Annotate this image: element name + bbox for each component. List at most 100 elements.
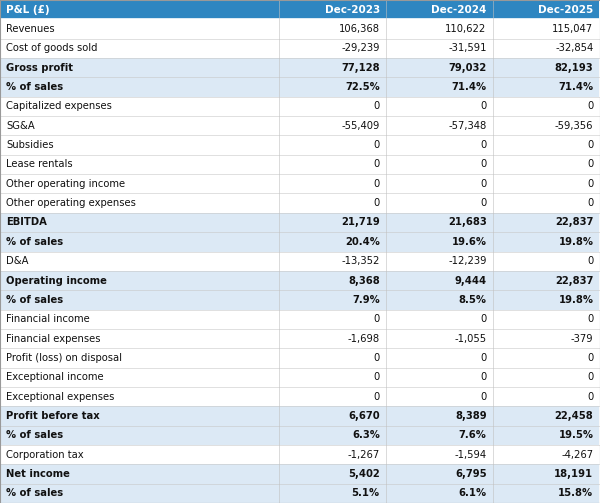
Text: 5,402: 5,402 xyxy=(348,469,380,479)
Text: -31,591: -31,591 xyxy=(448,43,487,53)
Bar xyxy=(493,271,599,290)
Text: Operating income: Operating income xyxy=(6,276,107,286)
Bar xyxy=(279,348,386,368)
Text: 7.9%: 7.9% xyxy=(352,295,380,305)
Text: % of sales: % of sales xyxy=(6,82,63,92)
Bar xyxy=(493,464,599,484)
Bar xyxy=(493,213,599,232)
Bar xyxy=(386,271,493,290)
Text: -57,348: -57,348 xyxy=(448,121,487,131)
Bar xyxy=(0,39,279,58)
Bar xyxy=(386,194,493,213)
Text: Lease rentals: Lease rentals xyxy=(6,159,73,170)
Bar xyxy=(0,116,279,135)
Bar xyxy=(0,348,279,368)
Text: Exceptional income: Exceptional income xyxy=(6,372,104,382)
Text: 8,389: 8,389 xyxy=(455,411,487,421)
Text: 19.5%: 19.5% xyxy=(559,430,593,440)
Text: 0: 0 xyxy=(481,353,487,363)
Text: 0: 0 xyxy=(481,372,487,382)
Text: 0: 0 xyxy=(374,159,380,170)
Text: 72.5%: 72.5% xyxy=(345,82,380,92)
Text: 6,795: 6,795 xyxy=(455,469,487,479)
Bar xyxy=(0,329,279,348)
Text: 0: 0 xyxy=(374,353,380,363)
Text: % of sales: % of sales xyxy=(6,237,63,247)
Bar xyxy=(279,0,386,19)
Text: 0: 0 xyxy=(481,314,487,324)
Text: Cost of goods sold: Cost of goods sold xyxy=(6,43,97,53)
Text: -29,239: -29,239 xyxy=(341,43,380,53)
Text: 0: 0 xyxy=(587,140,593,150)
Bar xyxy=(493,387,599,406)
Bar xyxy=(0,387,279,406)
Text: 0: 0 xyxy=(481,102,487,111)
Bar xyxy=(0,252,279,271)
Bar xyxy=(279,58,386,77)
Bar xyxy=(493,445,599,464)
Text: Financial income: Financial income xyxy=(6,314,90,324)
Bar xyxy=(0,174,279,194)
Bar xyxy=(493,155,599,174)
Bar xyxy=(0,271,279,290)
Bar xyxy=(0,0,279,19)
Bar xyxy=(493,484,599,503)
Text: EBITDA: EBITDA xyxy=(6,217,47,227)
Text: 79,032: 79,032 xyxy=(448,63,487,73)
Bar xyxy=(493,309,599,329)
Bar xyxy=(493,368,599,387)
Text: -1,594: -1,594 xyxy=(454,450,487,460)
Bar xyxy=(386,484,493,503)
Bar xyxy=(279,39,386,58)
Text: Profit before tax: Profit before tax xyxy=(6,411,100,421)
Bar xyxy=(279,445,386,464)
Text: 0: 0 xyxy=(587,159,593,170)
Bar xyxy=(279,464,386,484)
Text: 0: 0 xyxy=(481,392,487,401)
Bar xyxy=(386,348,493,368)
Text: 0: 0 xyxy=(481,159,487,170)
Text: 0: 0 xyxy=(587,372,593,382)
Text: % of sales: % of sales xyxy=(6,295,63,305)
Text: 106,368: 106,368 xyxy=(339,24,380,34)
Text: 20.4%: 20.4% xyxy=(345,237,380,247)
Bar xyxy=(493,194,599,213)
Text: 0: 0 xyxy=(481,198,487,208)
Bar xyxy=(279,135,386,155)
Bar xyxy=(386,213,493,232)
Text: 0: 0 xyxy=(587,314,593,324)
Bar xyxy=(386,232,493,252)
Bar xyxy=(493,252,599,271)
Bar xyxy=(386,406,493,426)
Text: -1,698: -1,698 xyxy=(347,333,380,344)
Text: -59,356: -59,356 xyxy=(555,121,593,131)
Bar xyxy=(386,387,493,406)
Bar xyxy=(493,19,599,39)
Text: Dec-2025: Dec-2025 xyxy=(538,5,593,15)
Bar xyxy=(493,39,599,58)
Bar xyxy=(493,135,599,155)
Text: Revenues: Revenues xyxy=(6,24,55,34)
Bar xyxy=(279,174,386,194)
Text: Gross profit: Gross profit xyxy=(6,63,73,73)
Text: -12,239: -12,239 xyxy=(448,256,487,266)
Bar xyxy=(386,155,493,174)
Text: Financial expenses: Financial expenses xyxy=(6,333,101,344)
Bar xyxy=(0,484,279,503)
Text: 21,683: 21,683 xyxy=(448,217,487,227)
Bar xyxy=(0,58,279,77)
Text: 0: 0 xyxy=(374,179,380,189)
Text: 6,670: 6,670 xyxy=(348,411,380,421)
Text: P&L (£): P&L (£) xyxy=(6,5,50,15)
Bar xyxy=(493,290,599,309)
Text: -4,267: -4,267 xyxy=(561,450,593,460)
Text: 0: 0 xyxy=(374,372,380,382)
Text: 82,193: 82,193 xyxy=(555,63,593,73)
Text: 22,837: 22,837 xyxy=(555,276,593,286)
Bar xyxy=(279,97,386,116)
Text: SG&A: SG&A xyxy=(6,121,35,131)
Text: 15.8%: 15.8% xyxy=(558,488,593,498)
Text: 0: 0 xyxy=(587,198,593,208)
Bar xyxy=(279,116,386,135)
Text: 0: 0 xyxy=(481,140,487,150)
